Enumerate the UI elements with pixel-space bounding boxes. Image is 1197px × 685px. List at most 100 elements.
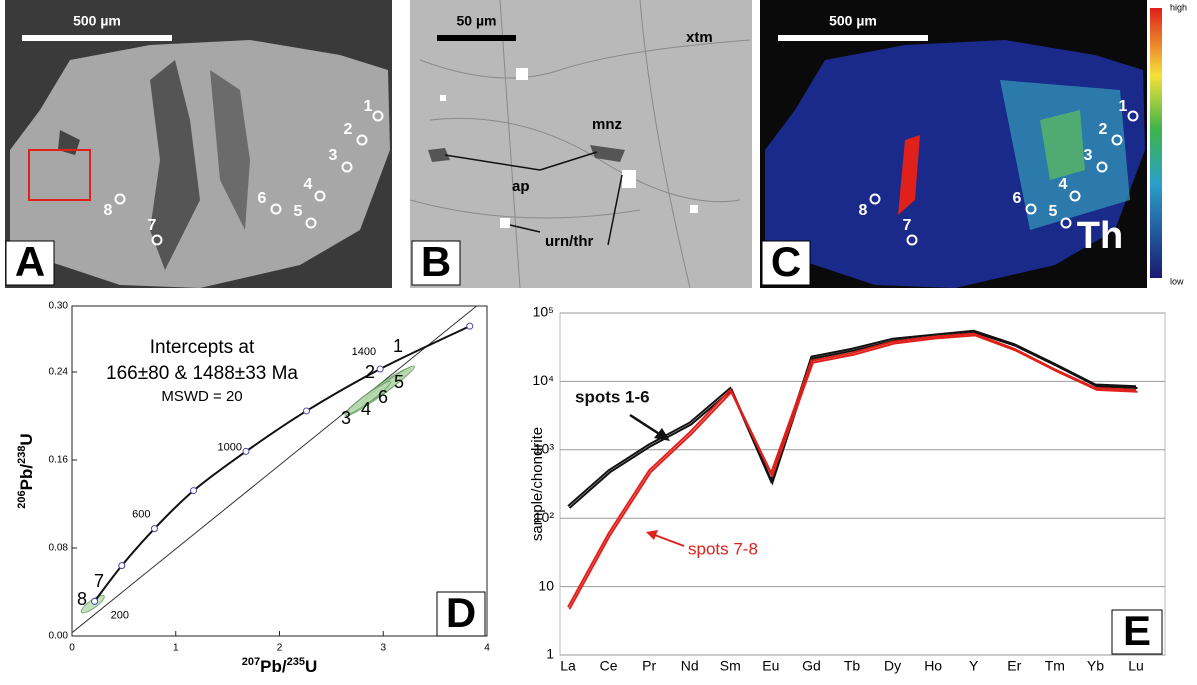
spot-marker — [151, 234, 163, 246]
spot-label: 4 — [361, 399, 371, 419]
axis-label-element: U — [17, 433, 36, 445]
axis-label: 207Pb/235U — [242, 656, 317, 677]
y-tick-label: 0.24 — [49, 367, 69, 378]
panel-letter-box — [436, 591, 486, 637]
series-line — [568, 334, 1138, 610]
x-tick-label: Tm — [1045, 658, 1065, 674]
spot-label: 1 — [1119, 98, 1128, 115]
spot-label: 2 — [1099, 121, 1108, 138]
x-tick-label: Yb — [1087, 658, 1104, 674]
x-tick-label: Ho — [924, 658, 942, 674]
scale-label: 500 µm — [829, 13, 877, 29]
age-marker — [118, 562, 126, 570]
spot-marker — [305, 217, 317, 229]
x-tick-label: 0 — [69, 643, 75, 654]
spot-label: 7 — [148, 217, 157, 234]
y-tick-label: 0.16 — [49, 455, 69, 466]
spot-marker — [1127, 110, 1139, 122]
axis-label: 206Pb/238U — [16, 433, 37, 508]
arrow-head — [654, 428, 670, 441]
age-label: 1400 — [352, 346, 376, 358]
spot-label: 7 — [903, 217, 912, 234]
spot-marker — [114, 193, 126, 205]
age-marker — [91, 597, 99, 605]
spot-marker — [341, 161, 353, 173]
spot-label: 7 — [94, 571, 104, 591]
spot-label: 8 — [104, 202, 113, 219]
spot-label: 2 — [365, 362, 375, 382]
x-tick-label: 1 — [173, 643, 179, 654]
spot-label: 8 — [859, 202, 868, 219]
spot-label: 1 — [393, 336, 403, 356]
y-tick-label: 0.00 — [49, 631, 69, 642]
spot-marker — [906, 234, 918, 246]
series-line — [568, 331, 1138, 509]
spot-label: 6 — [258, 190, 267, 207]
y-tick-label: 10³ — [534, 441, 555, 457]
axis-label: sample/chondrite — [529, 427, 546, 541]
annotation: Intercepts at — [150, 337, 255, 358]
scale-label: 500 µm — [73, 13, 121, 29]
x-tick-label: Er — [1007, 658, 1021, 674]
spot-marker — [314, 190, 326, 202]
spot-label: 6 — [1013, 190, 1022, 207]
scale-label: 50 µm — [457, 13, 497, 29]
spot-label: 2 — [344, 121, 353, 138]
mineral-label: ap — [512, 178, 530, 195]
x-tick-label: La — [560, 658, 576, 674]
axis-label-mass: 238 — [16, 446, 28, 464]
x-tick-label: Lu — [1128, 658, 1144, 674]
panel-letter-box — [411, 240, 461, 286]
panel-a-image — [5, 0, 392, 288]
mineral-label: mnz — [592, 116, 622, 133]
axis-label-element: Pb/ — [17, 464, 36, 491]
panel-letter-box — [1111, 609, 1163, 655]
axis-label-mass: 206 — [16, 490, 28, 508]
panel-c-image — [760, 0, 1162, 288]
error-ellipse — [344, 381, 391, 416]
spot-marker — [372, 110, 384, 122]
axis-label-element: U — [305, 657, 317, 676]
series-line — [567, 329, 1137, 507]
age-marker — [150, 525, 158, 533]
y-tick-label: 1 — [546, 646, 554, 662]
age-marker — [376, 365, 384, 373]
x-tick-label: Tb — [844, 658, 861, 674]
y-tick-label: 10² — [534, 509, 555, 525]
x-tick-label: Y — [969, 658, 979, 674]
annotation: 166±80 & 1488±33 Ma — [106, 363, 298, 384]
plot-frame — [71, 305, 488, 637]
panel-letter: A — [15, 238, 45, 285]
x-tick-label: 4 — [484, 643, 490, 654]
age-marker — [302, 407, 310, 415]
colorbar-label: low — [1170, 276, 1184, 286]
spot-label: 3 — [329, 147, 338, 164]
spot-marker — [1060, 217, 1072, 229]
series-label: spots 7-8 — [688, 539, 758, 558]
discordia-line — [71, 305, 477, 634]
y-tick-label: 0.08 — [49, 543, 69, 554]
spot-label: 4 — [1059, 176, 1068, 193]
spot-label: 6 — [378, 387, 388, 407]
spot-marker — [356, 134, 368, 146]
x-tick-label: Nd — [681, 658, 699, 674]
panel-b-image — [409, 0, 752, 289]
x-tick-label: Sm — [720, 658, 741, 674]
x-tick-label: Dy — [884, 658, 901, 674]
axis-label-element: Pb/ — [260, 657, 287, 676]
x-tick-label: Eu — [762, 658, 779, 674]
y-tick-label: 10 — [538, 577, 554, 593]
plot-frame — [559, 312, 1166, 656]
y-tick-label: 10⁵ — [533, 304, 554, 320]
y-tick-label: 10⁴ — [532, 372, 554, 388]
spot-label: 5 — [394, 372, 404, 392]
spot-label: 3 — [1084, 147, 1093, 164]
age-marker — [242, 447, 250, 455]
x-tick-label: Gd — [802, 658, 821, 674]
mineral-label: urn/thr — [545, 233, 593, 250]
x-tick-label: 3 — [380, 643, 386, 654]
axis-label-mass: 235 — [287, 656, 305, 668]
spot-marker — [1111, 134, 1123, 146]
element-label: Th — [1077, 215, 1123, 257]
